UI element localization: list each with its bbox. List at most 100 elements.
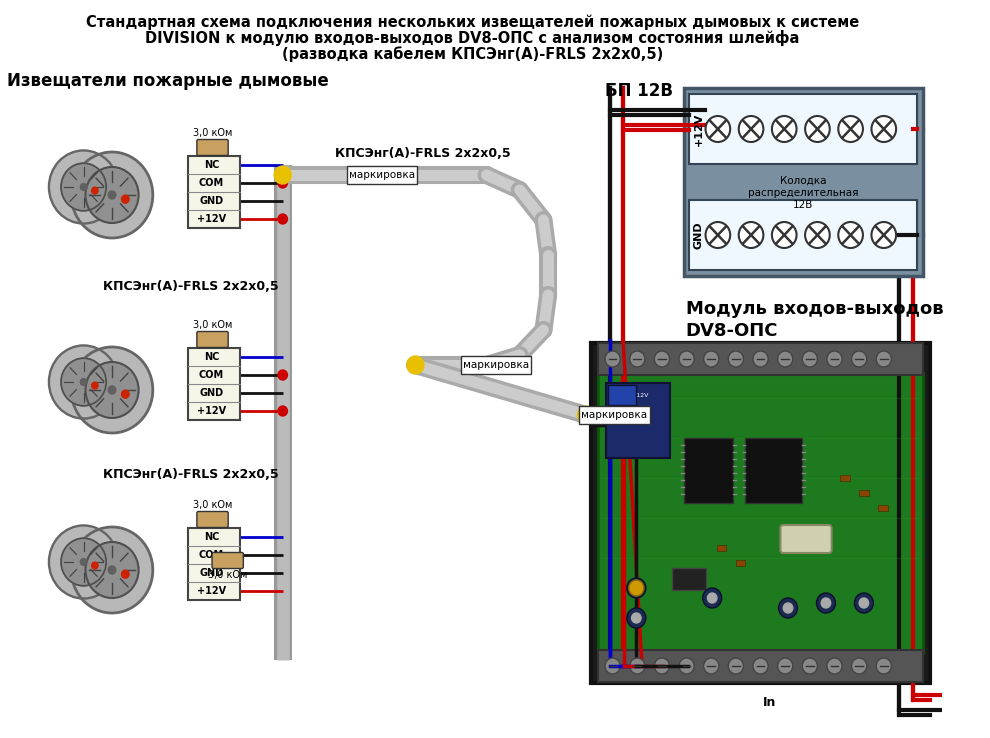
- Bar: [689, 200, 917, 270]
- Circle shape: [632, 583, 642, 593]
- Circle shape: [85, 167, 139, 223]
- Circle shape: [108, 191, 116, 199]
- Text: NC: NC: [204, 352, 219, 362]
- Circle shape: [679, 658, 694, 674]
- Circle shape: [802, 351, 818, 367]
- Circle shape: [854, 593, 873, 613]
- Bar: [188, 156, 240, 228]
- Bar: [591, 343, 931, 683]
- Text: Извещатели пожарные дымовые: Извещатели пожарные дымовые: [7, 72, 329, 90]
- Text: +12V: +12V: [197, 406, 226, 416]
- Circle shape: [851, 658, 866, 674]
- Circle shape: [61, 538, 106, 586]
- Circle shape: [706, 116, 731, 142]
- Text: NC: NC: [204, 160, 219, 170]
- Circle shape: [92, 562, 98, 569]
- Text: COM: COM: [199, 178, 224, 188]
- Circle shape: [92, 187, 98, 194]
- Bar: [878, 505, 888, 511]
- Circle shape: [49, 525, 118, 599]
- Circle shape: [630, 658, 644, 674]
- Text: Модуль входов-выходов: Модуль входов-выходов: [686, 300, 943, 318]
- Circle shape: [753, 658, 768, 674]
- Text: GND: GND: [199, 568, 224, 578]
- Text: (разводка кабелем КПСЭнг(А)-FRLS 2х2х0,5): (разводка кабелем КПСЭнг(А)-FRLS 2х2х0,5…: [282, 46, 663, 62]
- Circle shape: [876, 658, 891, 674]
- Circle shape: [71, 527, 152, 613]
- Bar: [606, 383, 670, 458]
- Bar: [841, 475, 849, 481]
- Text: COM: COM: [199, 370, 224, 380]
- Circle shape: [753, 351, 768, 367]
- Text: GND: GND: [694, 221, 704, 249]
- Circle shape: [630, 351, 644, 367]
- Circle shape: [654, 351, 669, 367]
- Circle shape: [71, 347, 152, 433]
- Circle shape: [629, 580, 644, 596]
- Bar: [684, 88, 923, 276]
- Text: GND: GND: [199, 388, 224, 398]
- Text: Колодка: Колодка: [780, 176, 827, 186]
- Circle shape: [704, 658, 719, 674]
- Text: распределительная: распределительная: [748, 188, 858, 198]
- Circle shape: [605, 351, 620, 367]
- Text: DV8-ОПС: DV8-ОПС: [686, 322, 778, 340]
- Bar: [188, 348, 240, 420]
- Bar: [598, 650, 923, 682]
- Circle shape: [80, 379, 87, 385]
- Circle shape: [85, 542, 139, 598]
- Text: +12V: +12V: [197, 214, 226, 224]
- Circle shape: [654, 658, 669, 674]
- Text: 3,0 кОм: 3,0 кОм: [193, 320, 233, 330]
- Circle shape: [871, 222, 896, 248]
- FancyBboxPatch shape: [197, 511, 228, 528]
- Circle shape: [839, 116, 863, 142]
- Circle shape: [802, 658, 818, 674]
- Circle shape: [80, 184, 87, 190]
- Circle shape: [61, 163, 106, 211]
- Bar: [717, 545, 727, 551]
- Circle shape: [278, 370, 287, 380]
- Circle shape: [772, 222, 797, 248]
- Circle shape: [407, 356, 424, 374]
- Circle shape: [627, 578, 645, 598]
- Circle shape: [49, 151, 118, 224]
- Circle shape: [627, 608, 645, 628]
- Circle shape: [278, 178, 287, 188]
- Circle shape: [605, 658, 620, 674]
- Circle shape: [632, 613, 642, 623]
- Text: 3,0 кОм: 3,0 кОм: [208, 570, 248, 580]
- Text: DC12V: DC12V: [628, 393, 648, 398]
- Circle shape: [706, 222, 731, 248]
- Bar: [859, 490, 868, 496]
- Text: GND: GND: [199, 196, 224, 206]
- Bar: [608, 385, 637, 405]
- Text: NC: NC: [204, 532, 219, 542]
- Circle shape: [92, 382, 98, 389]
- Circle shape: [805, 222, 830, 248]
- Circle shape: [777, 658, 793, 674]
- Circle shape: [851, 351, 866, 367]
- Circle shape: [876, 351, 891, 367]
- Circle shape: [122, 195, 129, 203]
- Text: КПСЭнг(А)-FRLS 2х2х0,5: КПСЭнг(А)-FRLS 2х2х0,5: [103, 280, 278, 293]
- Circle shape: [49, 345, 118, 418]
- Circle shape: [108, 566, 116, 574]
- Circle shape: [859, 598, 868, 608]
- Text: маркировка: маркировка: [463, 360, 529, 370]
- Circle shape: [729, 658, 743, 674]
- Circle shape: [827, 351, 842, 367]
- Text: +12V: +12V: [694, 112, 704, 145]
- Circle shape: [122, 390, 129, 399]
- Circle shape: [708, 593, 717, 603]
- Circle shape: [778, 598, 798, 618]
- Circle shape: [278, 214, 287, 224]
- Circle shape: [278, 406, 287, 416]
- Circle shape: [679, 351, 694, 367]
- Circle shape: [704, 351, 719, 367]
- Circle shape: [827, 658, 842, 674]
- Circle shape: [274, 166, 291, 184]
- Bar: [736, 560, 745, 566]
- Text: COM: COM: [199, 550, 224, 560]
- Circle shape: [122, 570, 129, 578]
